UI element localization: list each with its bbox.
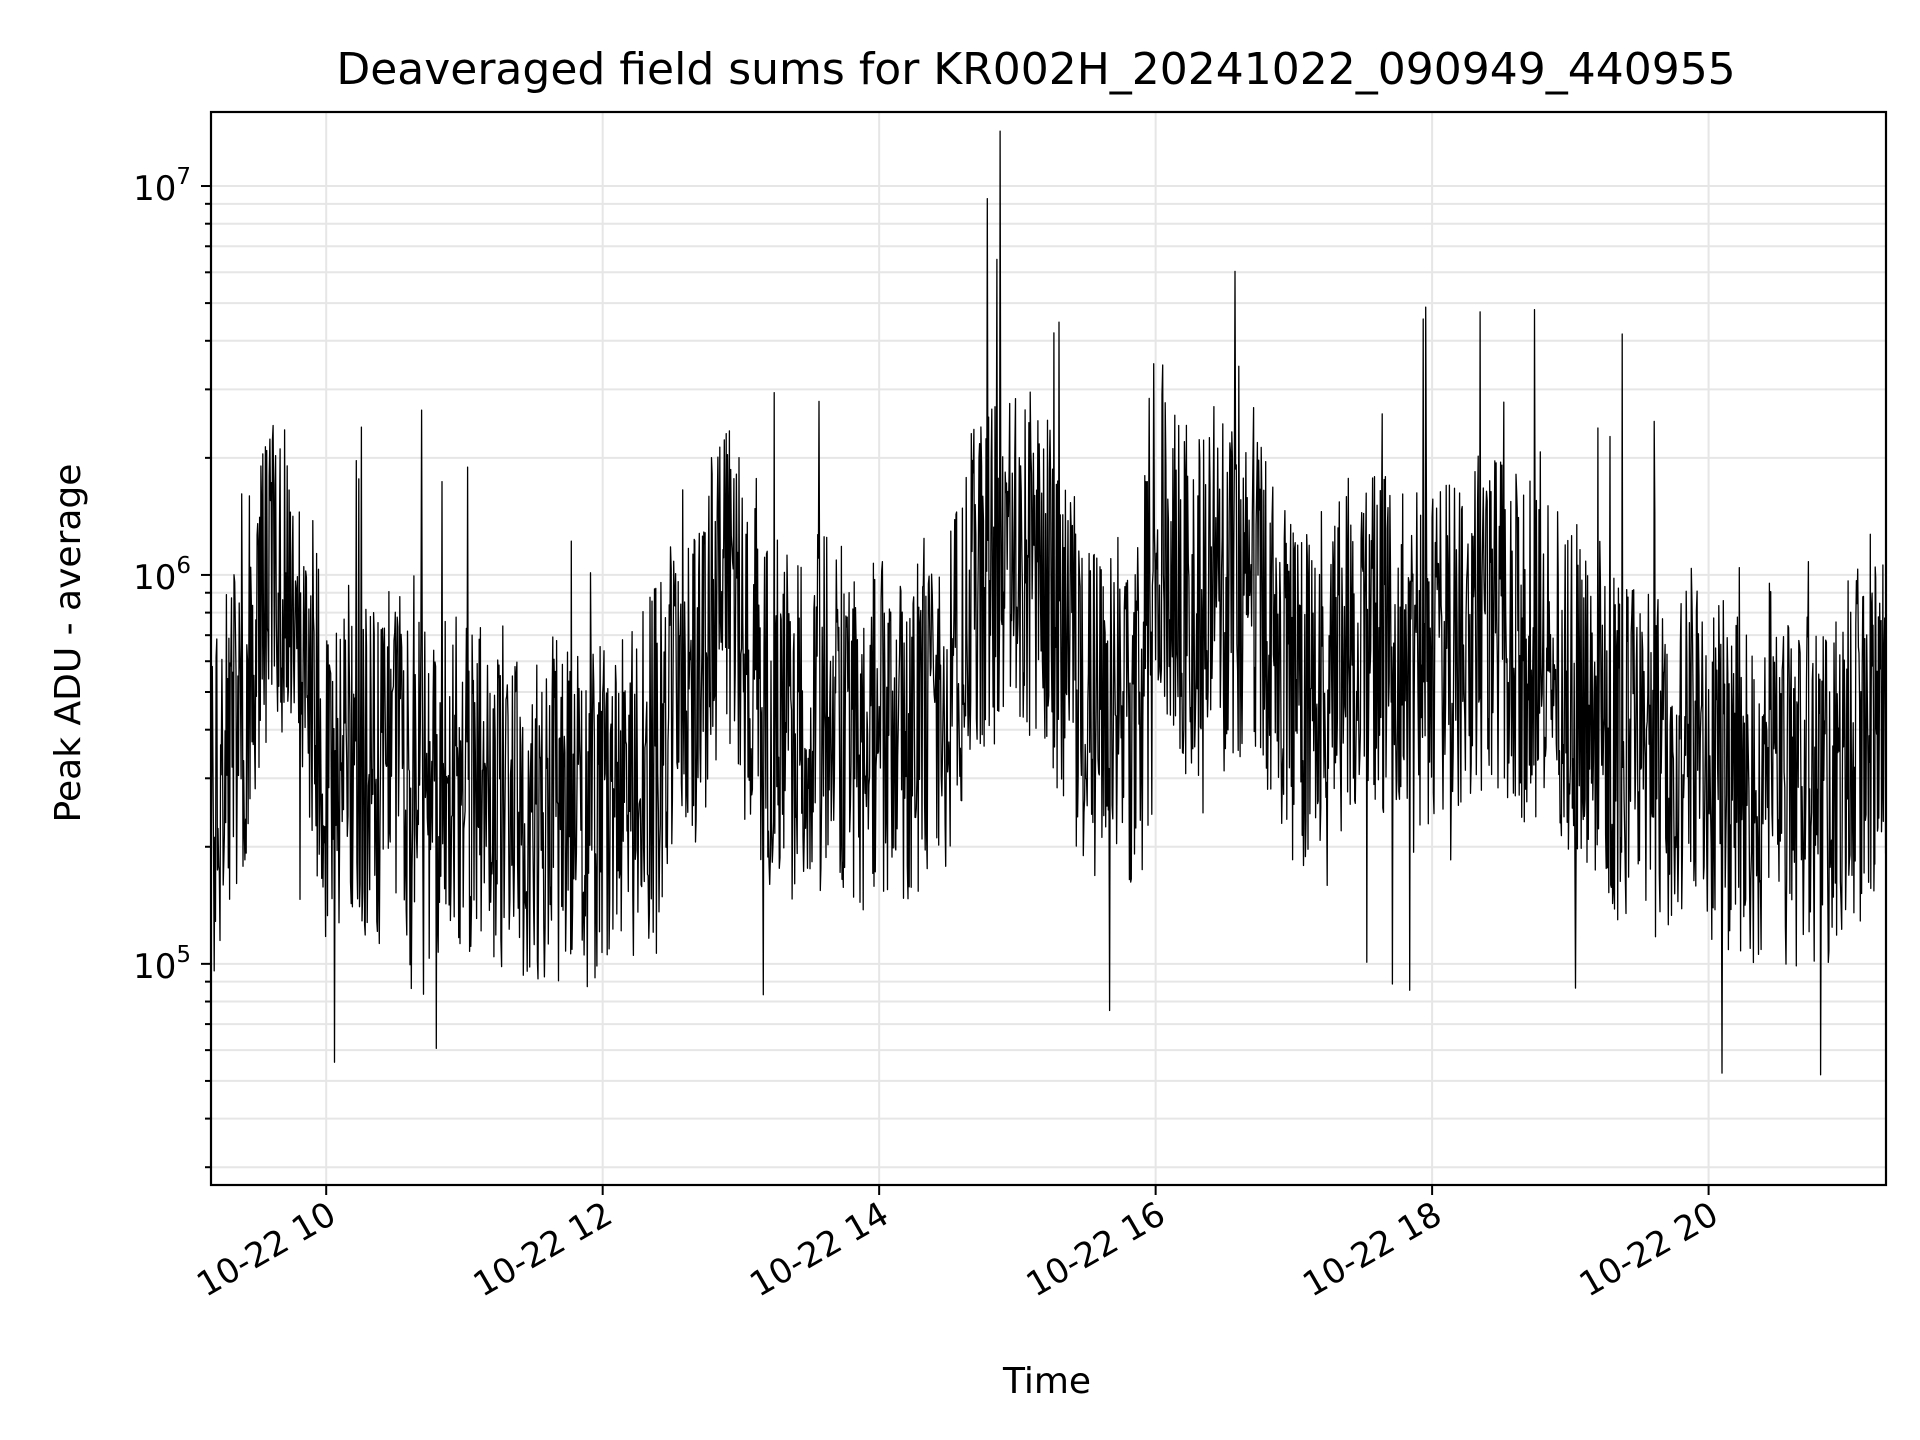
y-axis-label: Peak ADU - average <box>48 464 89 823</box>
y-tick-label: 107 <box>133 164 191 209</box>
series-path <box>210 130 1887 1076</box>
y-tick-label: 106 <box>133 553 191 598</box>
plot-frame <box>209 110 1888 1187</box>
y-tick-label: 105 <box>133 942 191 987</box>
series-line <box>210 130 1887 1076</box>
x-axis-label: Time <box>1002 1361 1091 1402</box>
chart-title: Deaveraged field sums for KR002H_2024102… <box>336 44 1735 95</box>
